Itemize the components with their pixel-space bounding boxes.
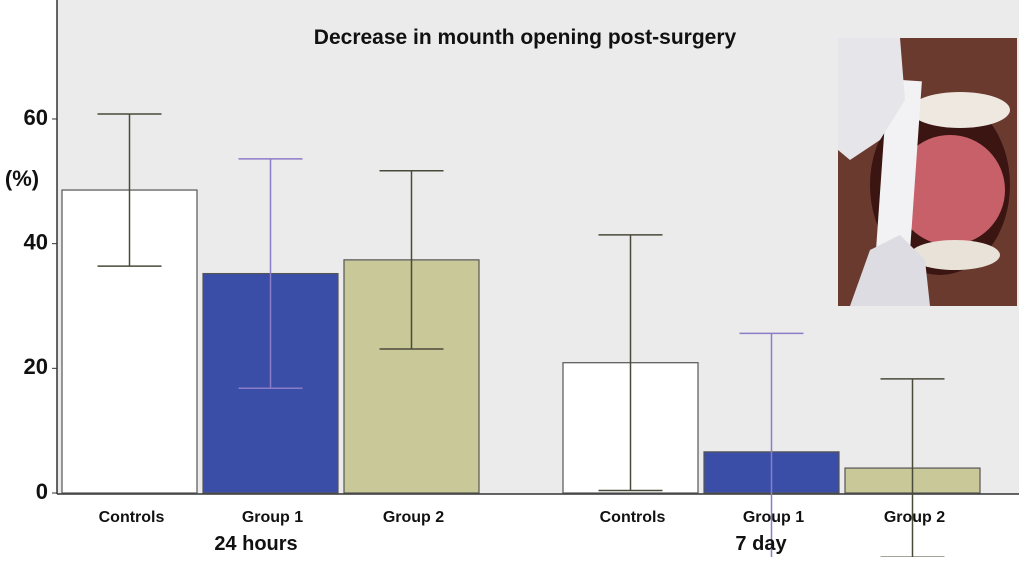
- x-tick-label: Group 2: [383, 509, 444, 526]
- x-tick-label: Group 1: [242, 509, 303, 526]
- y-tick-label: 60: [24, 105, 48, 130]
- x-tick-label: Controls: [600, 509, 666, 526]
- y-tick-label: 0: [36, 479, 48, 504]
- chart: Decrease in mounth opening post-surgery …: [0, 0, 1019, 557]
- y-tick-label: 20: [24, 354, 48, 379]
- page: {"chart_data": {"type": "bar", "title": …: [0, 0, 1019, 562]
- chart-title: Decrease in mounth opening post-surgery: [314, 26, 737, 49]
- x-tick-label: Group 2: [884, 509, 945, 526]
- photo-inset: [838, 38, 1017, 306]
- group-label: 7 day: [735, 533, 787, 555]
- x-tick-label: Group 1: [743, 509, 804, 526]
- y-axis-label: (%): [5, 166, 39, 191]
- group-label: 24 hours: [214, 533, 297, 555]
- y-tick-label: 40: [24, 229, 48, 254]
- x-tick-label: Controls: [99, 509, 165, 526]
